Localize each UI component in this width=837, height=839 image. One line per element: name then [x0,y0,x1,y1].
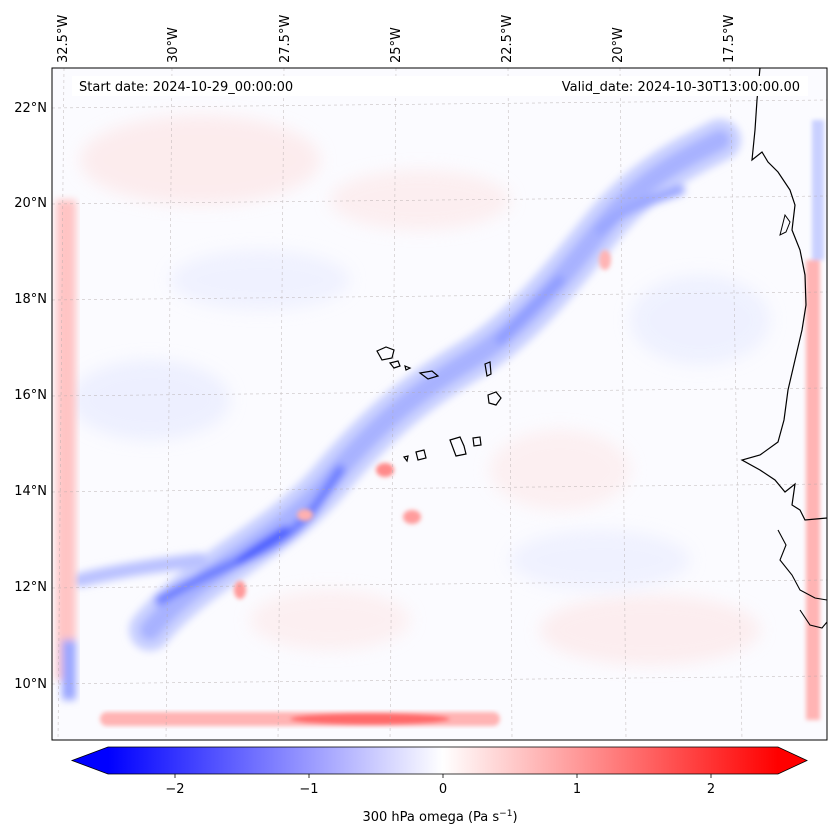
colorbar-tick-label: 1 [573,782,581,797]
lon-label: 17.5°W [722,15,737,63]
colorbar-tick-label: −2 [165,782,184,797]
colorbar-tick-label: 2 [707,782,715,797]
valid-date-label: Valid_date: 2024-10-30T13:00:00.00 [562,80,800,95]
lat-label: 18°N [14,292,47,307]
lat-label: 14°N [14,484,47,499]
lon-label: 20°W [611,27,626,63]
colorbar-tick-label: 0 [439,782,447,797]
lon-label: 32.5°W [56,15,71,63]
header-strip [72,76,808,96]
coastline-africa [740,68,827,521]
lat-label: 12°N [14,580,47,595]
lat-label: 22°N [14,101,47,116]
lon-label: 22.5°W [500,15,515,63]
map-frame [51,67,828,741]
cape-verde-islands [376,346,502,463]
colorbar-label: 300 hPa omega (Pa s−1) [362,809,517,825]
colorbar: −2 −1 0 1 2 300 hPa omega (Pa s−1) [70,746,808,825]
lon-label: 27.5°W [278,15,293,63]
omega-field [52,68,827,740]
colorbar-gradient [108,747,778,774]
colorbar-outline [70,746,808,775]
lon-label: 25°W [389,27,404,63]
lat-label: 10°N [14,677,47,692]
latitude-labels: 22°N 20°N 18°N 16°N 14°N 12°N 10°N [14,101,47,692]
colorbar-max-extend [778,747,807,774]
lat-label: 16°N [14,388,47,403]
colorbar-min-extend [72,747,108,774]
lat-label: 20°N [14,196,47,211]
colorbar-tick-label: −1 [299,782,318,797]
longitude-labels: 32.5°W 30°W 27.5°W 25°W 22.5°W 20°W 17.5… [56,15,737,63]
lon-label: 30°W [166,27,181,63]
graticule [52,68,827,740]
colorbar-ticks: −2 −1 0 1 2 [165,774,715,797]
start-date-label: Start date: 2024-10-29_00:00:00 [79,80,293,95]
